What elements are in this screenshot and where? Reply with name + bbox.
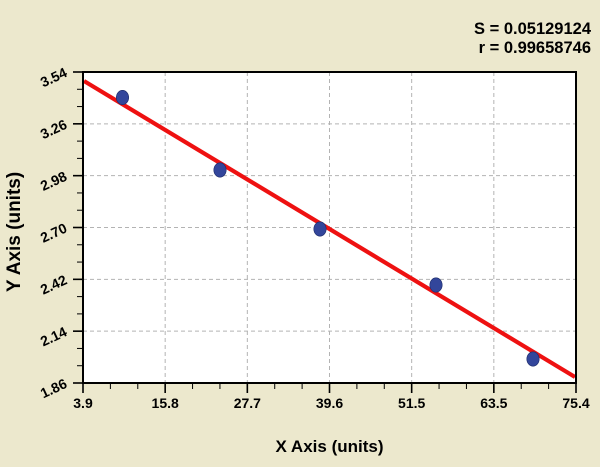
svg-text:3.26: 3.26 xyxy=(38,116,70,142)
svg-text:X Axis (units): X Axis (units) xyxy=(276,437,384,456)
svg-text:27.7: 27.7 xyxy=(234,395,261,411)
svg-text:63.5: 63.5 xyxy=(480,395,507,411)
svg-text:39.6: 39.6 xyxy=(316,395,343,411)
svg-text:2.70: 2.70 xyxy=(38,220,70,246)
svg-text:2.14: 2.14 xyxy=(38,323,70,349)
svg-text:75.4: 75.4 xyxy=(562,395,589,411)
svg-text:3.54: 3.54 xyxy=(38,64,70,90)
svg-text:Y Axis (units): Y Axis (units) xyxy=(4,172,25,292)
svg-text:51.5: 51.5 xyxy=(398,395,425,411)
svg-text:3.9: 3.9 xyxy=(73,395,93,411)
svg-text:2.98: 2.98 xyxy=(38,168,70,194)
svg-text:r = 0.99658746: r = 0.99658746 xyxy=(479,39,591,57)
svg-text:15.8: 15.8 xyxy=(152,395,179,411)
svg-text:2.42: 2.42 xyxy=(38,271,70,297)
svg-text:1.86: 1.86 xyxy=(38,375,70,401)
svg-text:S = 0.05129124: S = 0.05129124 xyxy=(474,20,592,38)
